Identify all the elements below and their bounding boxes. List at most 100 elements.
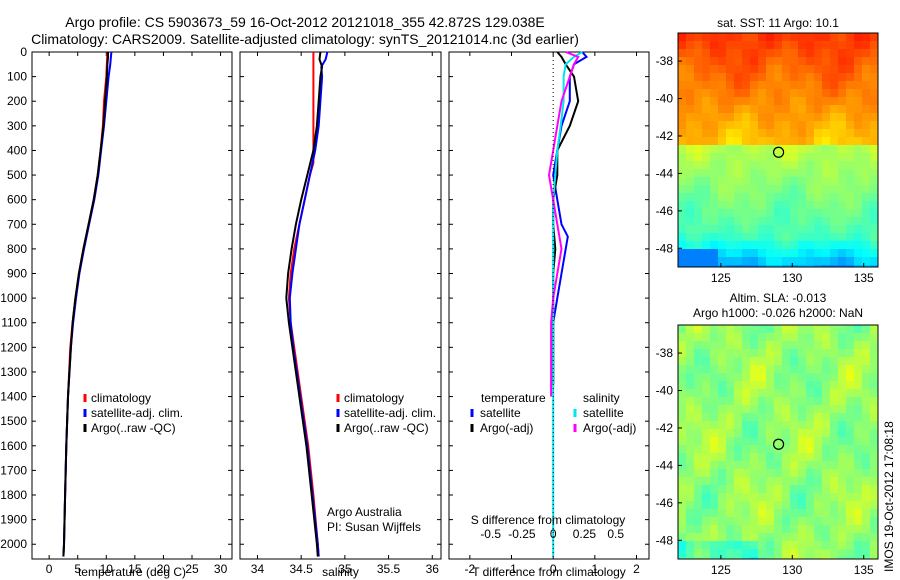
map-cell [806, 129, 815, 138]
map-cell [686, 121, 695, 130]
map-cell [790, 445, 799, 454]
map-cell [718, 461, 727, 470]
map-cell [766, 161, 775, 170]
map-cell [766, 437, 775, 446]
map-cell [710, 209, 719, 218]
map-cell [822, 193, 831, 202]
map-cell [734, 121, 743, 130]
map-cell [854, 469, 863, 478]
map-cell [758, 241, 767, 250]
y-tick-label: -42 [656, 129, 674, 143]
map-cell [766, 185, 775, 194]
y-tick-label: 300 [7, 119, 27, 133]
map-cell [798, 469, 807, 478]
map-cell [782, 169, 791, 178]
map-cell [734, 517, 743, 526]
map-cell [718, 193, 727, 202]
map-cell [766, 477, 775, 486]
map-cell [702, 365, 711, 374]
map-cell [710, 461, 719, 470]
map-cell [870, 145, 878, 154]
map-cell [822, 525, 831, 534]
map-cell [822, 185, 831, 194]
map-cell [750, 549, 759, 558]
map-cell [758, 429, 767, 438]
map-cell [742, 373, 751, 382]
map-cell [806, 225, 815, 234]
map-cell [822, 249, 831, 258]
map-cell [718, 225, 727, 234]
map-cell [846, 469, 855, 478]
map-cell [734, 413, 743, 422]
map-cell [734, 201, 743, 210]
map-cell [774, 325, 783, 334]
map-cell [790, 105, 799, 114]
map-cell [678, 525, 687, 534]
map-cell [678, 357, 687, 366]
x-tick-label: 0 [550, 562, 557, 576]
map-cell [702, 477, 711, 486]
map-cell [830, 233, 839, 242]
map-cell [862, 49, 871, 58]
map-cell [838, 413, 847, 422]
map-cell [862, 397, 871, 406]
map-cell [774, 557, 783, 559]
map-cell [718, 557, 727, 559]
map-cell [750, 49, 759, 58]
map-cell [854, 217, 863, 226]
map-cell [694, 113, 703, 122]
map-cell [710, 501, 719, 510]
map-cell [734, 185, 743, 194]
map-cell [734, 57, 743, 66]
map-cell [846, 49, 855, 58]
map-cell [702, 233, 711, 242]
map-cell [774, 57, 783, 66]
map-cell [718, 209, 727, 218]
map-cell [686, 33, 695, 42]
map-cell [718, 265, 727, 267]
figure-title-line1: Argo profile: CS 5903673_59 16-Oct-2012 … [65, 14, 545, 30]
map-cell [806, 249, 815, 258]
map-cell [718, 97, 727, 106]
map-cell [710, 485, 719, 494]
map-cell [862, 469, 871, 478]
map-cell [742, 365, 751, 374]
map-cell [790, 341, 799, 350]
legend-label: satellite-adj. clim. [344, 406, 436, 420]
map-cell [782, 413, 791, 422]
map-cell [678, 549, 687, 558]
map-cell [726, 33, 735, 42]
map-cell [702, 549, 711, 558]
map-cell [726, 241, 735, 250]
map-cell [710, 57, 719, 66]
map-cell [718, 161, 727, 170]
map-cell [766, 193, 775, 202]
map-cell [694, 73, 703, 82]
map-cell [702, 509, 711, 518]
map-cell [742, 405, 751, 414]
map-cell [766, 445, 775, 454]
map-cell [838, 129, 847, 138]
map-cell [726, 357, 735, 366]
map-cell [702, 265, 711, 267]
map-cell [694, 517, 703, 526]
map-cell [758, 105, 767, 114]
map-cell [758, 193, 767, 202]
map-cell [750, 241, 759, 250]
x-top-tick-label: -0.25 [508, 527, 536, 541]
map-cell [822, 397, 831, 406]
map-cell [718, 185, 727, 194]
map-cell [798, 429, 807, 438]
x-tick-label: 135 [854, 271, 874, 285]
map-cell [806, 453, 815, 462]
map-cell [742, 249, 751, 258]
map-cell [742, 389, 751, 398]
map-cell [854, 397, 863, 406]
map-cell [710, 397, 719, 406]
map-cell [726, 65, 735, 74]
map-cell [862, 501, 871, 510]
map-cell [822, 105, 831, 114]
map-cell [726, 397, 735, 406]
map-cell [854, 265, 863, 267]
map-cell [838, 49, 847, 58]
